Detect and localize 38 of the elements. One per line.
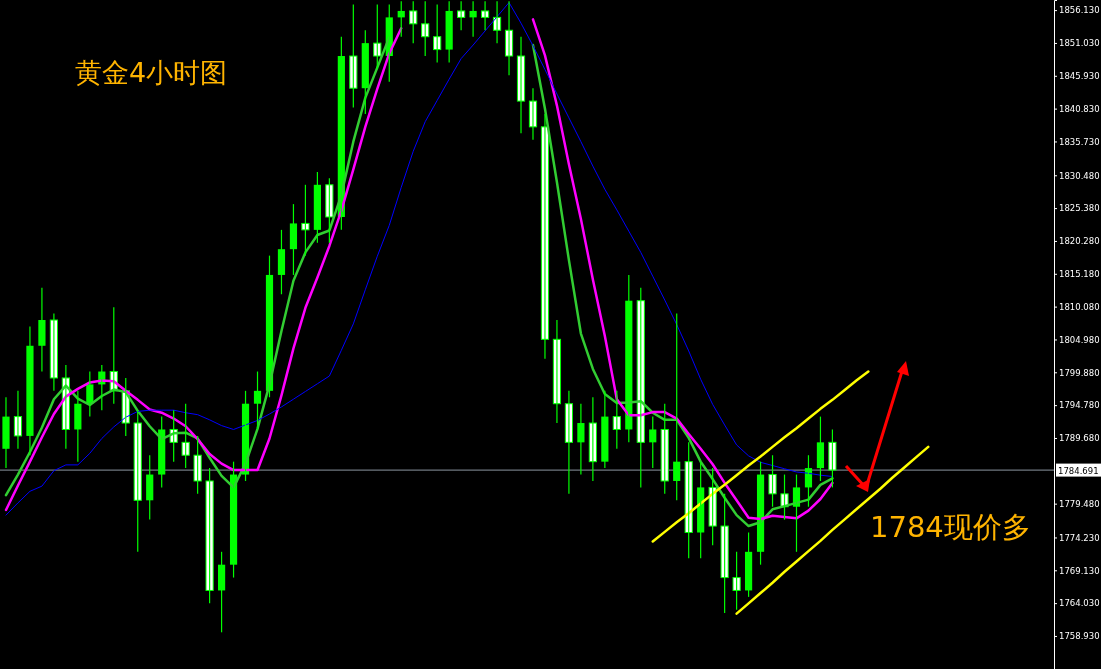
y-tick-label: 1840.830 bbox=[1059, 103, 1100, 114]
candlestick bbox=[732, 551, 741, 611]
candlestick bbox=[660, 403, 669, 495]
annotation: 1784现价多 bbox=[870, 510, 1031, 544]
y-tick-label: 1856.130 bbox=[1059, 5, 1100, 16]
y-tick-label: 1830.480 bbox=[1059, 170, 1100, 181]
y-tick-label: 1779.480 bbox=[1059, 498, 1100, 509]
candlestick bbox=[181, 403, 190, 469]
candlestick bbox=[301, 184, 310, 257]
candlestick bbox=[684, 441, 693, 559]
candlestick bbox=[708, 467, 717, 546]
y-tick-label: 1794.780 bbox=[1059, 400, 1100, 411]
candlestick bbox=[828, 428, 837, 489]
y-tick-label: 1851.030 bbox=[1059, 38, 1100, 49]
candlestick bbox=[133, 409, 142, 553]
candlestick bbox=[720, 493, 729, 614]
y-tick-label: 1789.680 bbox=[1059, 433, 1100, 444]
text: 黄金4小时图 bbox=[75, 57, 228, 88]
candlestick bbox=[373, 3, 382, 70]
line-series bbox=[651, 370, 870, 543]
y-tick-label: 1769.130 bbox=[1059, 565, 1100, 576]
candlestick bbox=[205, 467, 214, 604]
y-tick-label: 1845.930 bbox=[1059, 71, 1100, 82]
y-tick-label: 1758.930 bbox=[1059, 631, 1100, 642]
candlestick bbox=[325, 177, 334, 244]
ref-line-label: 1784.691 bbox=[1058, 465, 1099, 476]
y-tick-label: 1804.980 bbox=[1059, 334, 1100, 345]
y-tick-label: 1825.380 bbox=[1059, 203, 1100, 214]
y-tick-label: 1835.730 bbox=[1059, 136, 1100, 147]
y-tick-label: 1774.230 bbox=[1059, 532, 1100, 543]
y-tick-label: 1810.080 bbox=[1059, 301, 1100, 312]
candlestick bbox=[349, 3, 358, 109]
candlestick bbox=[193, 435, 202, 495]
y-tick-label: 1799.880 bbox=[1059, 367, 1100, 378]
y-tick-label: 1764.030 bbox=[1059, 598, 1100, 609]
y-tick-label: 1815.180 bbox=[1059, 269, 1100, 279]
candlestick bbox=[768, 454, 777, 508]
y-tick-label: 1820.280 bbox=[1059, 236, 1100, 247]
